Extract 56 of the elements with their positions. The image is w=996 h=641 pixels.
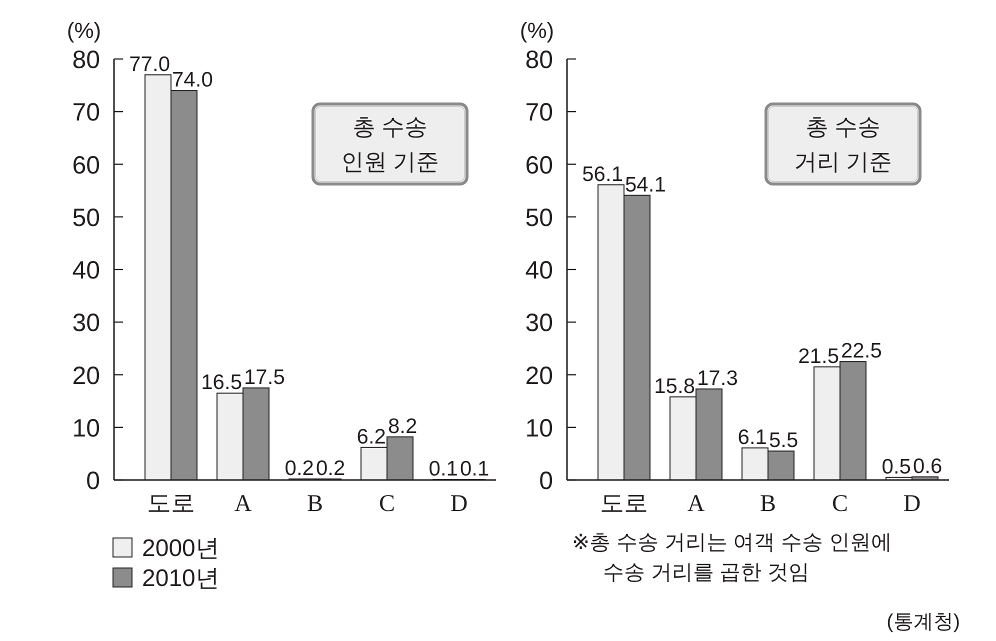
y-tick-label: 20 (525, 362, 553, 390)
data-label: 8.2 (388, 414, 418, 438)
y-tick-label: 20 (72, 362, 100, 390)
data-label: 6.1 (738, 426, 767, 449)
data-label: 0.1 (428, 457, 458, 480)
x-tick-label: D (903, 491, 921, 517)
y-tick-label: 40 (72, 256, 100, 284)
y-axis-title: (%) (66, 18, 102, 43)
x-tick-label: 도로 (600, 491, 648, 517)
data-label: 0.5 (882, 455, 911, 478)
annotation: 총 수송 거리 기준 (794, 114, 892, 174)
x-tick-label: 도로 (147, 491, 195, 517)
data-label: 17.3 (697, 366, 738, 390)
annotation: 총 수송 인원 기준 (340, 114, 440, 174)
data-label: 5.5 (769, 429, 798, 452)
y-tick-label: 30 (72, 309, 100, 338)
data-label: 21.5 (798, 344, 839, 368)
data-label: 15.8 (654, 374, 695, 398)
data-label: 77.0 (129, 52, 170, 76)
y-tick-label: 0 (539, 467, 553, 495)
y-tick-label: 70 (72, 98, 100, 127)
y-tick-label: 50 (72, 204, 100, 232)
y-axis-title: (%) (520, 18, 554, 43)
y-tick-label: 0 (86, 467, 100, 495)
data-label: 0.2 (316, 456, 346, 480)
y-tick-label: 60 (525, 151, 553, 180)
x-tick-label: C (378, 491, 396, 517)
y-tick-label: 10 (525, 414, 553, 442)
y-tick-label: 40 (525, 256, 553, 284)
x-tick-label: A (234, 491, 252, 517)
y-tick-label: 80 (72, 46, 100, 74)
x-tick-label: B (306, 491, 324, 517)
text: ※총 수송 거리는 여객 수송 인원에 수송 거리를 곱한 것임 (572, 531, 892, 584)
data-label: 22.5 (841, 340, 882, 363)
y-tick-label: 80 (525, 46, 553, 74)
x-tick-label: B (760, 491, 776, 517)
x-tick-label: C (832, 491, 848, 517)
y-tick-label: 70 (525, 98, 553, 127)
x-tick-label: A (687, 491, 706, 517)
data-label: 17.5 (244, 366, 285, 389)
data-label: 16.5 (201, 371, 242, 394)
data-label: 6.2 (356, 425, 386, 448)
y-tick-label: 50 (525, 204, 553, 232)
data-label: 54.1 (625, 173, 666, 196)
y-tick-label: 10 (72, 414, 100, 442)
data-label: 0.2 (284, 456, 314, 480)
data-label: 0.6 (913, 454, 942, 478)
data-label: 56.1 (582, 162, 623, 186)
text: (통계청) (886, 611, 960, 633)
y-tick-label: 60 (72, 151, 100, 180)
legend-label: 2000년 (142, 535, 220, 562)
legend-label: 2010년 (142, 565, 220, 592)
y-tick-label: 30 (525, 309, 553, 338)
data-label: 0.1 (460, 457, 490, 480)
data-label: 74.0 (172, 68, 213, 92)
x-tick-label: D (450, 491, 468, 517)
